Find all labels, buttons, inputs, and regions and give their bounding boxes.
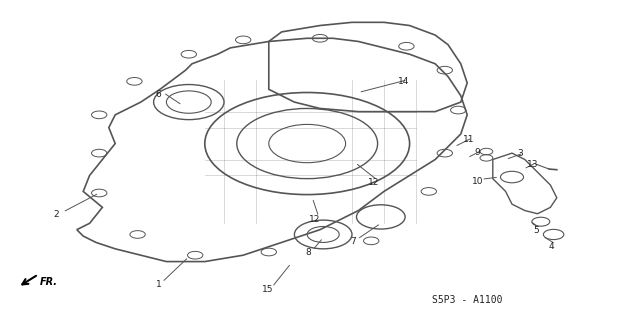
Text: 13: 13: [527, 160, 538, 169]
Text: 3: 3: [517, 149, 522, 158]
Text: 8: 8: [306, 248, 311, 257]
Text: 12: 12: [368, 178, 380, 187]
Text: 15: 15: [262, 285, 274, 294]
Text: S5P3 - A1100: S5P3 - A1100: [432, 295, 502, 305]
Text: 5: 5: [533, 226, 538, 235]
Text: 1: 1: [156, 280, 161, 289]
Text: 6: 6: [156, 90, 161, 99]
Text: 2: 2: [54, 210, 59, 219]
Text: 14: 14: [398, 78, 410, 86]
Text: 10: 10: [472, 177, 483, 186]
Text: FR.: FR.: [40, 277, 58, 286]
Text: 4: 4: [549, 242, 554, 251]
Text: 12: 12: [309, 215, 321, 224]
Text: 9: 9: [475, 148, 480, 157]
Text: 11: 11: [463, 135, 474, 144]
Text: 7: 7: [351, 237, 356, 246]
